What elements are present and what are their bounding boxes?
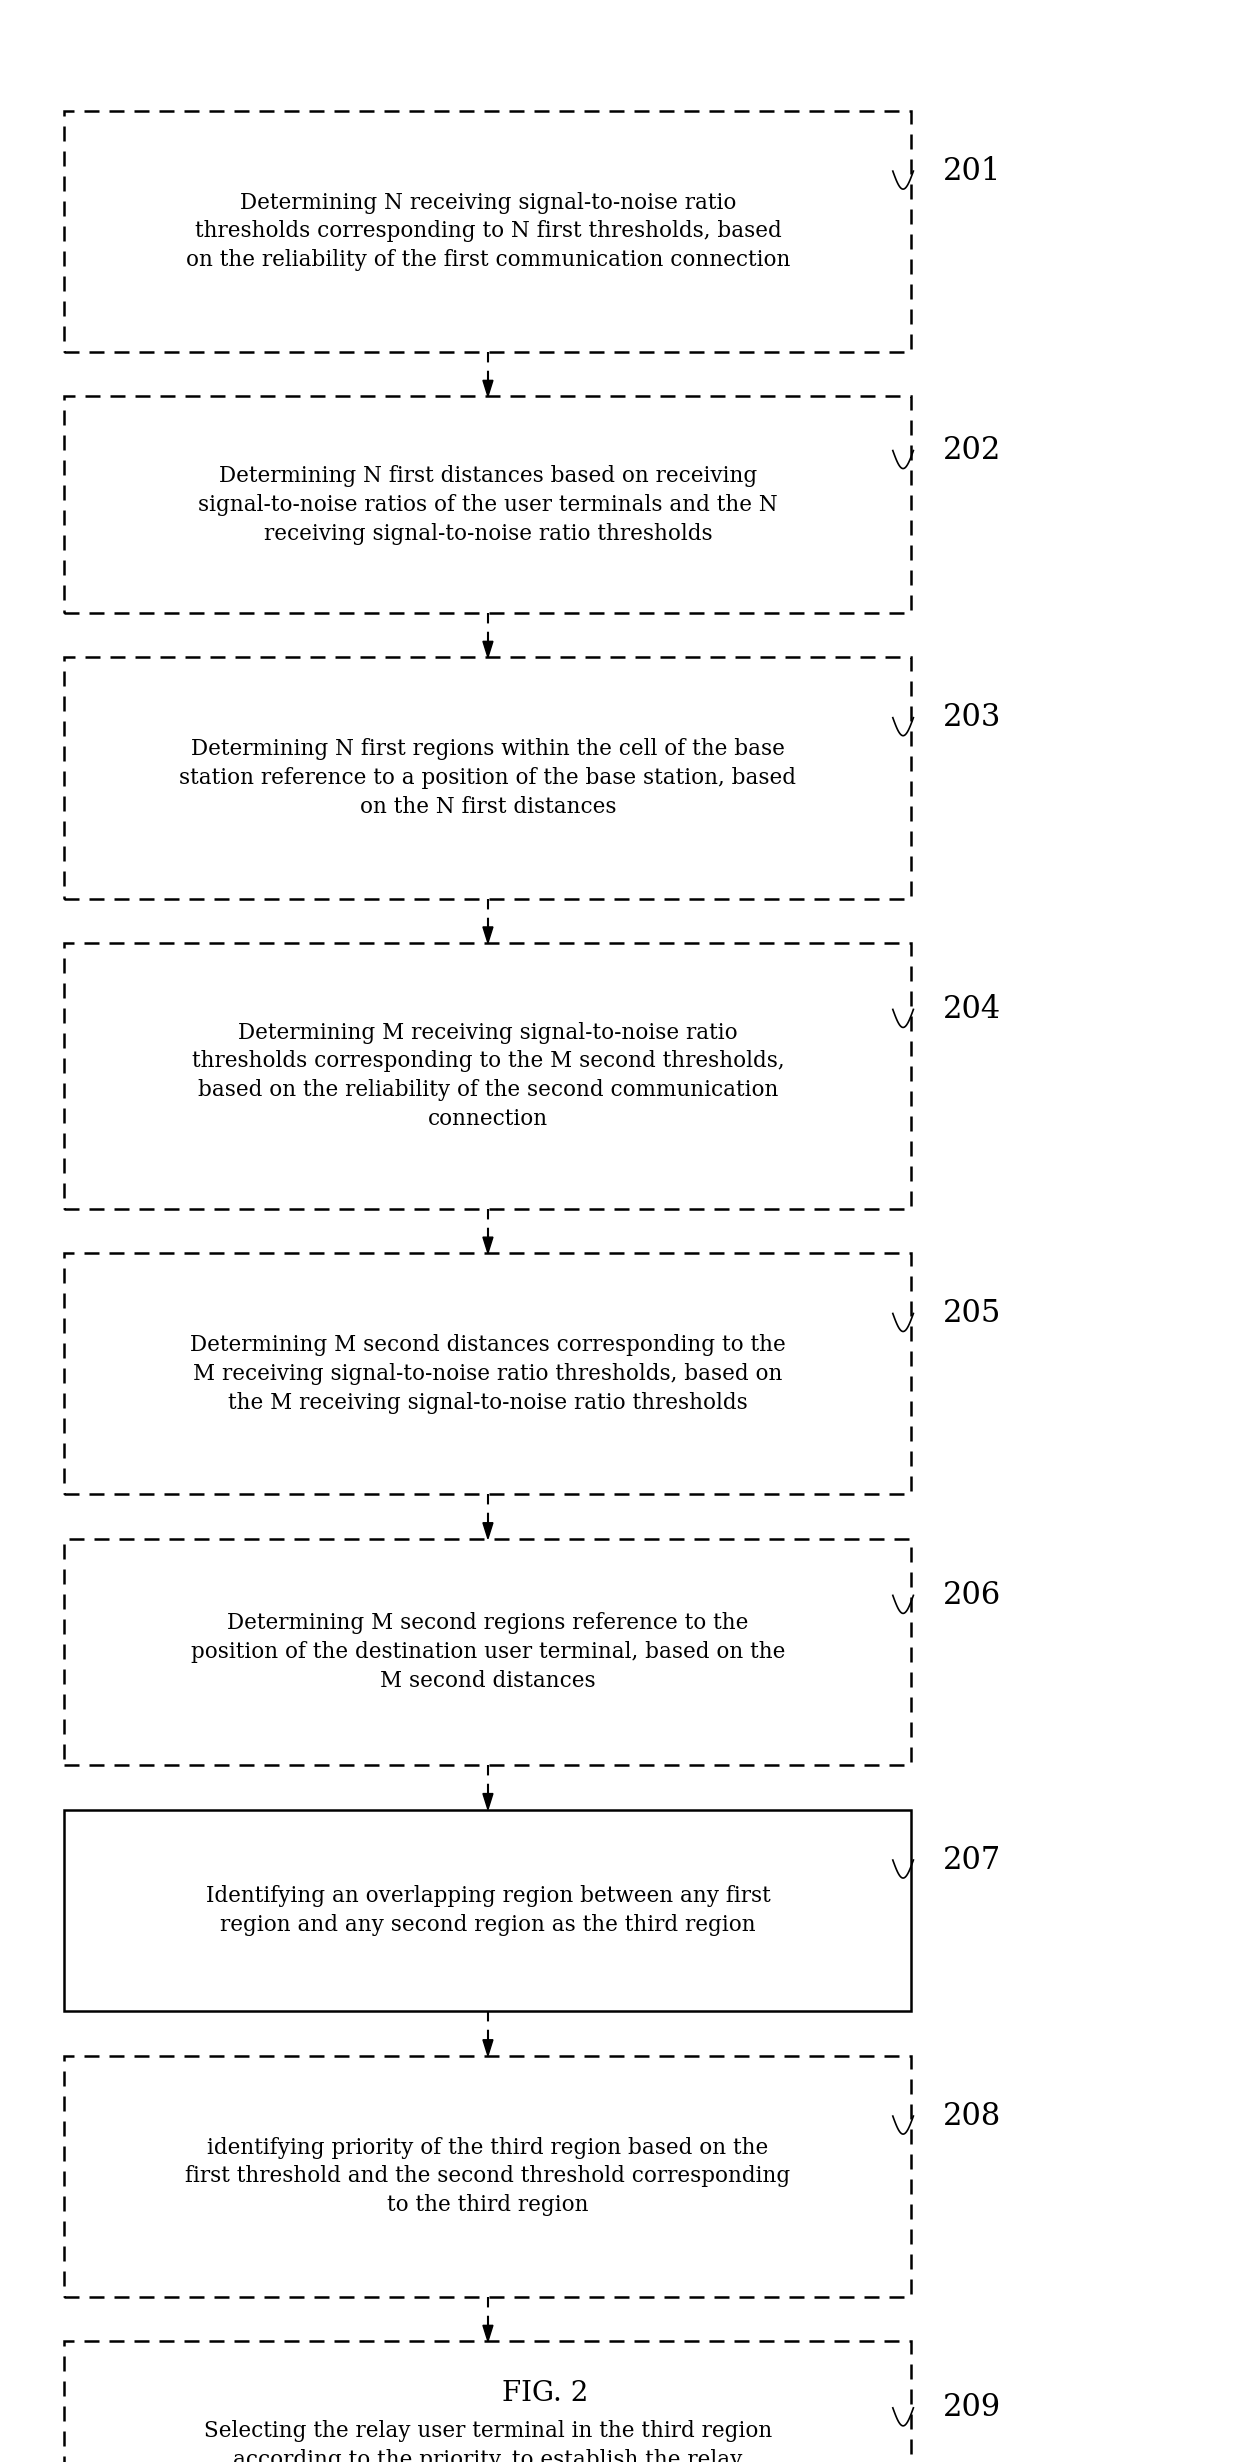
Text: Selecting the relay user terminal in the third region
according to the priority,: Selecting the relay user terminal in the… xyxy=(200,2420,776,2462)
Polygon shape xyxy=(482,382,494,396)
Text: 208: 208 xyxy=(942,2100,1001,2132)
Bar xyxy=(64,1810,911,2011)
Text: identifying priority of the third region based on the
first threshold and the se: identifying priority of the third region… xyxy=(185,2137,791,2216)
Text: Determining M second distances corresponding to the
M receiving signal-to-noise : Determining M second distances correspon… xyxy=(190,1334,786,1413)
Text: 203: 203 xyxy=(942,702,1001,734)
Text: Determining N receiving signal-to-noise ratio
thresholds corresponding to N firs: Determining N receiving signal-to-noise … xyxy=(186,192,790,271)
Bar xyxy=(64,2056,911,2297)
Bar xyxy=(64,396,911,613)
Bar xyxy=(64,657,911,899)
Text: 202: 202 xyxy=(942,436,1001,465)
Polygon shape xyxy=(482,1238,494,1253)
Polygon shape xyxy=(482,643,494,657)
Text: Identifying an overlapping region between any first
region and any second region: Identifying an overlapping region betwee… xyxy=(206,1886,770,1935)
Bar xyxy=(64,1539,911,1765)
Text: FIG. 2: FIG. 2 xyxy=(502,2381,589,2405)
Text: 201: 201 xyxy=(942,155,1001,187)
Text: Determining N first regions within the cell of the base
station reference to a p: Determining N first regions within the c… xyxy=(180,739,796,817)
Text: 207: 207 xyxy=(942,1844,1001,1876)
Polygon shape xyxy=(482,1524,494,1539)
Bar xyxy=(64,1253,911,1494)
Text: Determining M second regions reference to the
position of the destination user t: Determining M second regions reference t… xyxy=(191,1613,785,1691)
Text: 209: 209 xyxy=(942,2393,1001,2423)
Text: Determining N first distances based on receiving
signal-to-noise ratios of the u: Determining N first distances based on r… xyxy=(198,465,777,544)
Text: 206: 206 xyxy=(942,1581,1001,1610)
Text: 205: 205 xyxy=(942,1297,1001,1329)
Polygon shape xyxy=(482,928,494,943)
Polygon shape xyxy=(482,1795,494,1810)
Polygon shape xyxy=(482,2041,494,2056)
Bar xyxy=(64,2341,911,2462)
Text: 204: 204 xyxy=(942,995,1001,1024)
Text: Determining M receiving signal-to-noise ratio
thresholds corresponding to the M : Determining M receiving signal-to-noise … xyxy=(192,1022,784,1130)
Polygon shape xyxy=(482,2327,494,2341)
Bar xyxy=(64,111,911,352)
Bar xyxy=(64,943,911,1209)
